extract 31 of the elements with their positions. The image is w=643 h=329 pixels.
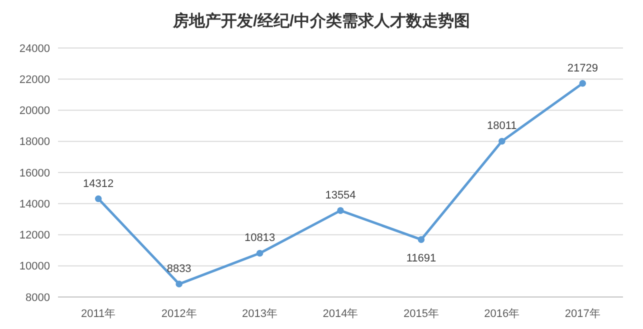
point <box>337 207 344 214</box>
y-tick-label: 22000 <box>19 74 50 86</box>
point <box>256 250 264 257</box>
y-tick-label: 20000 <box>19 105 50 118</box>
x-tick-label: 2016年 <box>484 308 520 320</box>
y-tick-label: 14000 <box>19 198 50 210</box>
y-tick-label: 12000 <box>19 230 50 242</box>
y-tick-label: 8000 <box>26 292 50 304</box>
point <box>418 236 425 243</box>
point <box>579 80 586 87</box>
data-label: 21729 <box>567 62 598 74</box>
y-tick-label: 16000 <box>19 167 50 180</box>
point <box>498 138 506 145</box>
y-tick-label: 24000 <box>19 42 50 55</box>
data-label: 8833 <box>166 263 192 276</box>
point <box>176 280 182 288</box>
chart-title: 房地产开发/经纪/中介类需求人才数走势图 <box>172 11 470 30</box>
x-tick-label: 2017年 <box>564 308 600 320</box>
x-tick-label: 2012年 <box>161 308 197 320</box>
y-tick-label: 18000 <box>19 136 50 148</box>
x-tick-label: 2015年 <box>403 308 439 320</box>
data-label: 14312 <box>83 178 114 190</box>
data-label: 18011 <box>487 120 517 132</box>
data-label: 13554 <box>325 190 356 202</box>
point <box>94 195 102 202</box>
data-label: 11691 <box>406 252 436 265</box>
x-tick-label: 2013年 <box>242 308 278 320</box>
data-label: 10813 <box>244 232 276 244</box>
y-tick-label: 10000 <box>19 260 50 273</box>
x-tick-label: 2014年 <box>322 308 358 320</box>
x-tick-label: 2011年 <box>81 308 116 320</box>
